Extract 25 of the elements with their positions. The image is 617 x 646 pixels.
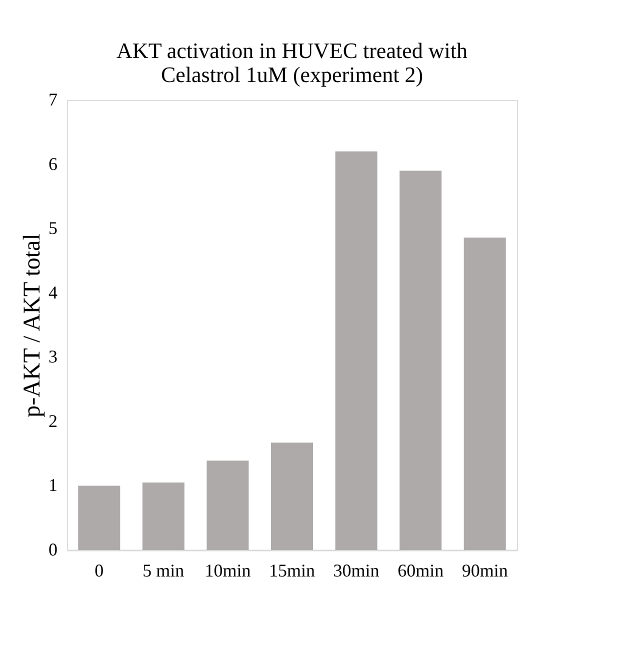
bar <box>142 482 184 550</box>
bar <box>78 486 120 550</box>
y-tick-label: 4 <box>48 282 58 302</box>
y-axis-title: p-AKT / AKT total <box>20 233 46 418</box>
x-tick-label: 15min <box>268 560 316 580</box>
x-tick-label: 90min <box>462 560 508 580</box>
y-tick-label: 0 <box>48 540 58 560</box>
bar <box>464 238 506 550</box>
bar <box>400 170 442 550</box>
bar <box>206 460 249 550</box>
x-tick-label: 60min <box>398 560 444 580</box>
y-tick-label: 7 <box>48 90 58 110</box>
x-tick-label: 30min <box>333 560 380 580</box>
text: Celastrol 1uM (experiment 2) <box>160 62 424 87</box>
y-tick-label: 3 <box>48 346 58 367</box>
y-tick-label: 5 <box>48 218 58 238</box>
x-tick-label: 0 <box>94 560 104 580</box>
y-tick-label: 6 <box>48 154 58 174</box>
y-tick-label: 1 <box>48 475 58 496</box>
x-tick-label: 5 min <box>142 560 184 580</box>
bar <box>335 151 378 550</box>
text: AKT activation in HUVEC treated with <box>116 38 468 63</box>
y-tick-label: 2 <box>48 410 58 431</box>
x-tick-label: 10min <box>204 560 251 580</box>
bar <box>271 442 313 550</box>
